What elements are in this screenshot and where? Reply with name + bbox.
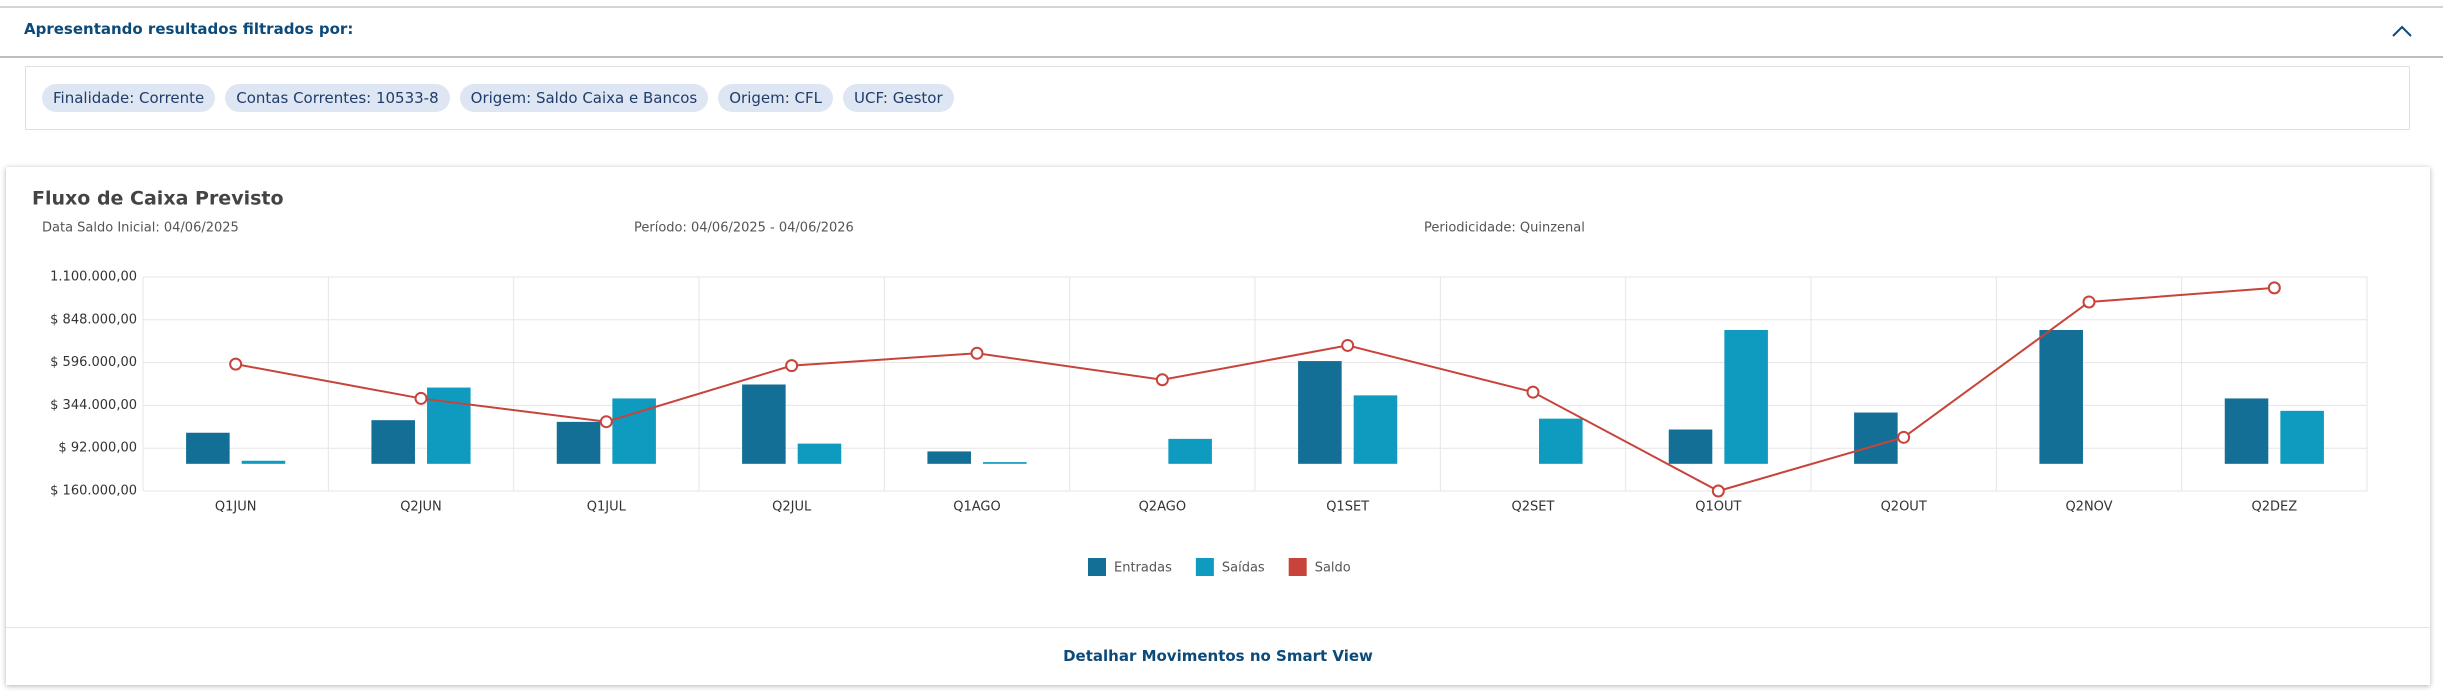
x-tick-label: Q2DEZ <box>2252 500 2298 515</box>
saldo-point <box>229 357 243 371</box>
saldo-point <box>414 391 428 405</box>
bar <box>797 443 842 464</box>
saldo-point <box>1711 484 1725 498</box>
saldo-line <box>235 286 2275 493</box>
saldo-point <box>599 415 613 429</box>
x-tick-label: Q1JUL <box>587 500 627 515</box>
saldo-point <box>2082 295 2096 309</box>
x-tick-label: Q2JUL <box>772 500 812 515</box>
saldo-point <box>970 346 984 360</box>
y-tick-label: $ 344.000,00 <box>50 398 137 413</box>
chart-card: Fluxo de Caixa Previsto Data Saldo Inici… <box>6 167 2430 685</box>
y-tick-label: $ 848.000,00 <box>50 312 137 327</box>
bar <box>1353 395 1398 464</box>
chart-detail: Data Saldo Inicial: 04/06/2025 <box>42 221 239 236</box>
filter-chip: Contas Correntes: 10533-8 <box>225 84 450 112</box>
smart-view-link[interactable]: Detalhar Movimentos no Smart View <box>6 627 2430 686</box>
legend-swatch <box>1088 558 1106 576</box>
saldo-point <box>1897 430 1911 444</box>
y-tick-label: 1.100.000,00 <box>50 270 137 285</box>
x-tick-label: Q2JUN <box>400 500 442 515</box>
filter-chip: UCF: Gestor <box>843 84 954 112</box>
chart-detail: Período: 04/06/2025 - 04/06/2026 <box>634 221 854 236</box>
chart: Fluxo de Caixa Previsto Data Saldo Inici… <box>32 188 2368 576</box>
filter-chip: Origem: CFL <box>718 84 834 112</box>
x-tick-label: Q2NOV <box>2065 500 2112 515</box>
saldo-point <box>1155 373 1169 387</box>
bar <box>2224 398 2269 464</box>
saldo-point <box>2267 281 2281 295</box>
y-tick-label: $ 160.000,00 <box>50 484 137 499</box>
saldo-point <box>1526 385 1540 399</box>
x-tick-label: Q2OUT <box>1881 500 1927 515</box>
legend-swatch <box>1195 558 1214 576</box>
legend-label: Saídas <box>1222 561 1265 576</box>
x-tick-label: Q1OUT <box>1695 500 1741 515</box>
saldo-point <box>785 359 799 373</box>
bar <box>2280 410 2324 464</box>
bar <box>1668 429 1713 464</box>
chart-detail: Periodicidade: Quinzenal <box>1424 221 1585 236</box>
bar <box>1539 418 1583 464</box>
x-tick-label: Q2AGO <box>1139 500 1186 515</box>
bar <box>1724 329 1768 464</box>
bar <box>1854 412 1898 464</box>
bar <box>241 460 286 464</box>
y-tick-label: $ 92.000,00 <box>58 441 137 456</box>
bar <box>556 421 601 464</box>
legend-label: Entradas <box>1114 561 1172 576</box>
filter-chips: Finalidade: Corrente Contas Correntes: 10… <box>25 66 2410 130</box>
legend-label: Saldo <box>1315 561 1351 576</box>
legend-swatch <box>1288 558 1307 576</box>
bar <box>2039 329 2083 464</box>
bar <box>927 451 971 464</box>
y-tick-label: $ 596.000,00 <box>50 355 137 370</box>
bar <box>1298 361 1342 464</box>
x-tick-label: Q1JUN <box>215 500 257 515</box>
bar <box>1168 438 1212 464</box>
bar <box>186 432 230 464</box>
chart-title: Fluxo de Caixa Previsto <box>32 188 284 210</box>
filter-header: Apresentando resultados filtrados por: <box>0 6 2443 58</box>
filter-header-title: Apresentando resultados filtrados por: <box>24 20 354 38</box>
bar <box>983 462 1027 464</box>
bar <box>742 384 786 464</box>
x-tick-label: Q1SET <box>1326 500 1369 515</box>
filter-chip: Finalidade: Corrente <box>42 84 216 112</box>
collapse-icon[interactable] <box>2391 24 2413 38</box>
x-tick-label: Q1AGO <box>953 500 1000 515</box>
x-tick-label: Q2SET <box>1512 500 1555 515</box>
bar <box>371 420 415 464</box>
saldo-point <box>1341 338 1355 352</box>
filter-chip: Origem: Saldo Caixa e Bancos <box>459 84 709 112</box>
